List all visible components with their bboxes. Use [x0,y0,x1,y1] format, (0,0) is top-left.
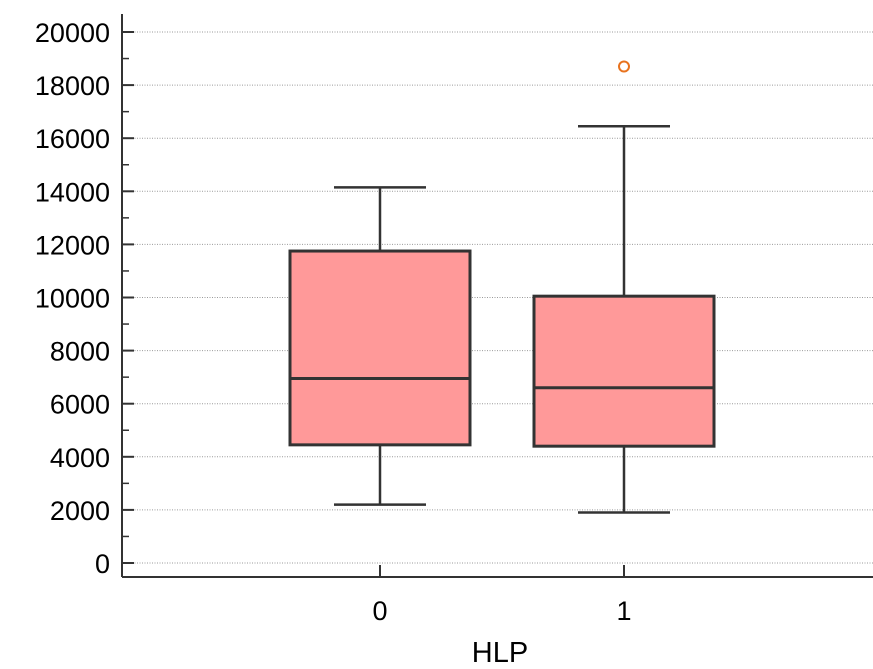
box-1 [532,60,716,514]
y-tick-label: 4000 [50,443,110,473]
box-0 [288,186,472,506]
y-tick-label: 8000 [50,337,110,367]
axes: 0 2000 4000 6000 8000 10000 12000 14000 16000 180… [35,14,873,626]
y-tick-label: 16000 [35,124,110,154]
iqr-box [288,249,472,447]
box-series [288,60,716,514]
y-tick-label: 18000 [35,71,110,101]
x-axis-title: HLP [472,637,528,669]
y-tick-label: 6000 [50,390,110,420]
outlier-point [618,60,630,73]
y-tick-label: 12000 [35,230,110,260]
y-tick-label: 10000 [35,284,110,314]
x-tick-label: 1 [616,596,631,626]
y-tick-label: 20000 [35,18,110,48]
y-tick-label: 2000 [50,496,110,526]
gridlines [122,31,873,564]
y-tick-label: 0 [95,549,110,579]
x-tick-label: 0 [372,596,387,626]
y-tick-label: 14000 [35,177,110,207]
iqr-box [532,294,716,448]
